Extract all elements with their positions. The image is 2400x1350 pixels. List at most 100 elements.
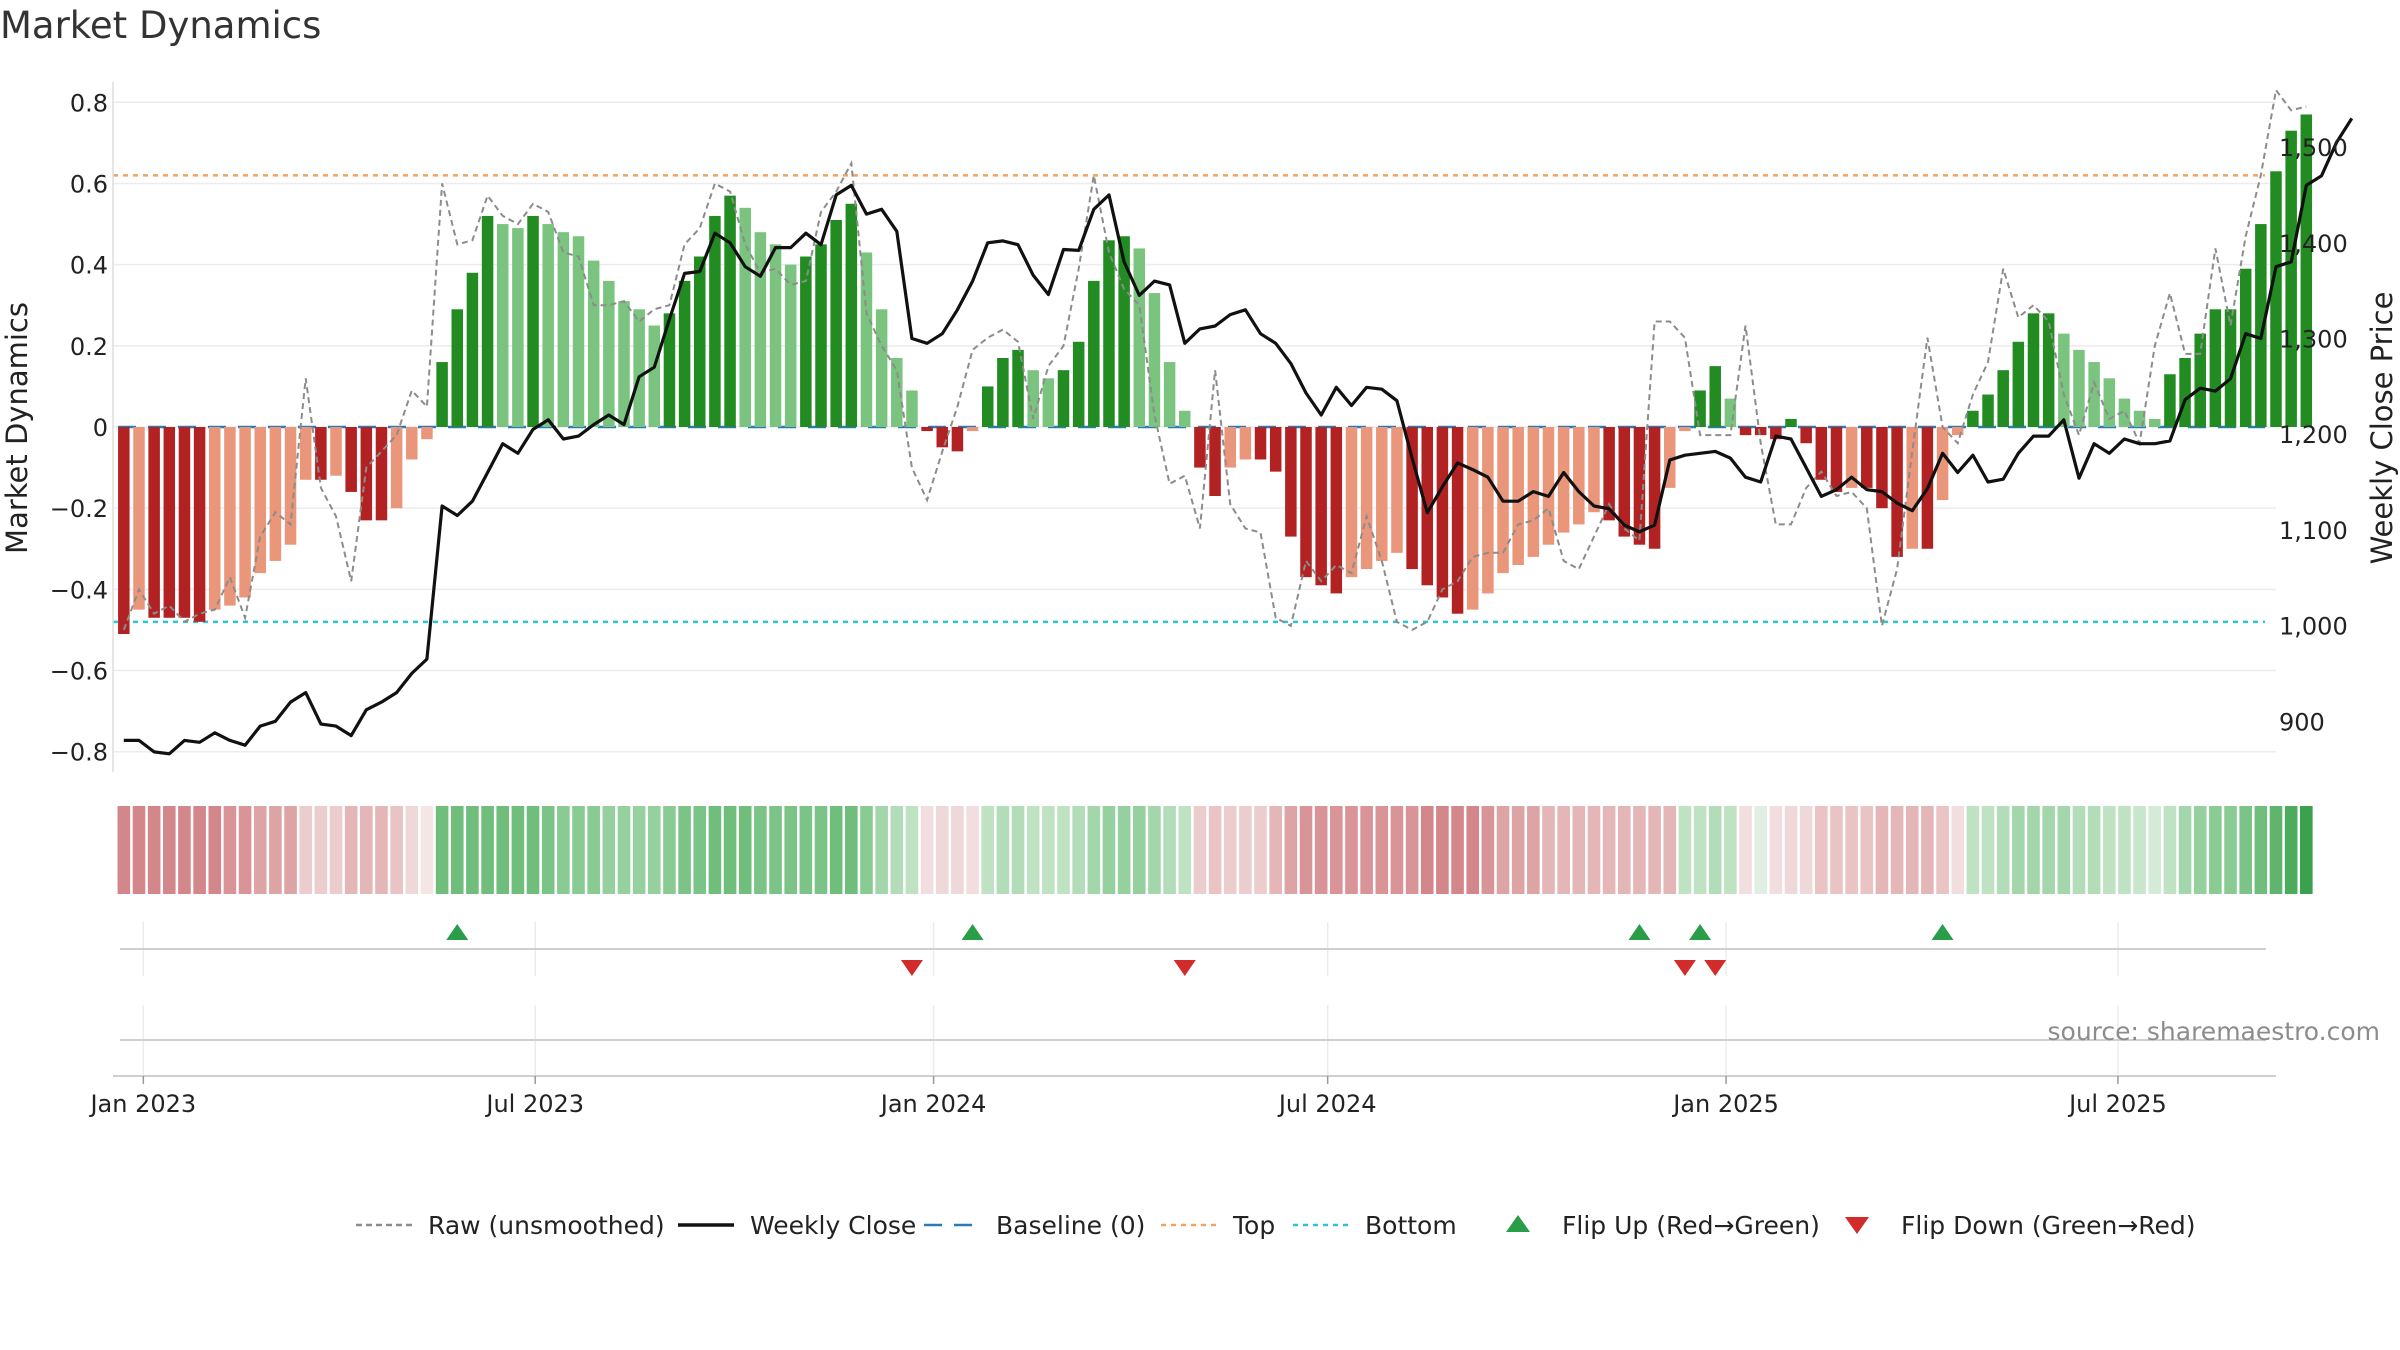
- regime-cell: [905, 806, 919, 894]
- regime-cell: [829, 806, 843, 894]
- left-tick-label: −0.4: [50, 576, 108, 604]
- market-dynamics-bar: [1785, 418, 1797, 427]
- market-dynamics-bar: [754, 232, 767, 427]
- right-tick-label: 900: [2279, 708, 2325, 736]
- regime-cell: [1587, 806, 1601, 894]
- market-dynamics-bar: [1315, 427, 1327, 586]
- legend-item: Weekly Close: [678, 1211, 916, 1240]
- regime-cell: [632, 806, 646, 894]
- market-dynamics-bar: [2088, 362, 2100, 427]
- regime-cell: [1042, 806, 1055, 894]
- regime-cell: [117, 806, 131, 894]
- regime-cell: [405, 806, 419, 894]
- legend-item: Bottom: [1293, 1211, 1457, 1240]
- market-dynamics-bar: [860, 252, 873, 427]
- regime-cell: [541, 806, 555, 894]
- x-tick-label: Jan 2024: [879, 1090, 987, 1118]
- market-dynamics-bar: [1376, 427, 1388, 561]
- market-dynamics-bar: [1573, 427, 1585, 525]
- market-dynamics-bar: [921, 427, 933, 432]
- market-dynamics-bar: [1239, 427, 1252, 460]
- regime-cell: [2163, 806, 2177, 894]
- regime-cell: [557, 806, 570, 894]
- market-dynamics-bar: [1451, 427, 1464, 614]
- regime-cell: [1815, 806, 1828, 894]
- flip-markers-panel: [120, 922, 2266, 976]
- regime-cell: [1496, 806, 1510, 894]
- regime-cell: [223, 806, 237, 894]
- market-dynamics-bar: [1012, 349, 1024, 427]
- regime-cell: [2087, 806, 2101, 894]
- regime-cell: [329, 806, 343, 894]
- market-dynamics-bar: [966, 427, 979, 432]
- market-dynamics-bar: [1618, 427, 1631, 537]
- regime-cell: [1557, 806, 1570, 894]
- regime-cell: [162, 806, 176, 894]
- regime-cell: [1845, 806, 1858, 894]
- legend-label: Raw (unsmoothed): [428, 1211, 665, 1240]
- regime-cell: [1299, 806, 1313, 894]
- regime-cell: [496, 806, 510, 894]
- left-tick-label: −0.6: [50, 658, 108, 686]
- market-dynamics-bar: [2179, 358, 2191, 427]
- regime-cell: [1087, 806, 1101, 894]
- regime-cell: [814, 806, 828, 894]
- legend-label: Bottom: [1365, 1211, 1457, 1240]
- market-dynamics-bar: [1891, 427, 1903, 557]
- market-dynamics-bar: [390, 427, 403, 509]
- regime-cell: [435, 806, 449, 894]
- weekly-close-line: [123, 117, 2354, 756]
- regime-cell: [269, 806, 282, 894]
- regime-cell: [602, 806, 616, 894]
- market-dynamics-bar: [133, 427, 145, 610]
- market-dynamics-bar: [1103, 240, 1115, 427]
- market-dynamics-bar: [360, 427, 373, 521]
- regime-cell: [587, 806, 600, 894]
- regime-cell: [1451, 806, 1464, 894]
- right-tick-label: 1,300: [2279, 325, 2348, 353]
- regime-cell: [1117, 806, 1131, 894]
- market-dynamics-bar: [254, 427, 266, 574]
- source-note: source: sharemaestro.com: [2048, 1017, 2381, 1046]
- regime-cell: [875, 806, 888, 894]
- regime-cell: [799, 806, 813, 894]
- market-dynamics-bar: [406, 427, 418, 460]
- regime-cell: [1284, 806, 1298, 894]
- market-dynamics-bar: [375, 427, 388, 521]
- market-dynamics-bar: [1148, 293, 1161, 427]
- market-dynamics-bar: [436, 362, 448, 427]
- left-axis-label: Market Dynamics: [0, 302, 34, 554]
- market-dynamics-bar: [1861, 427, 1873, 488]
- market-dynamics-bar: [2118, 398, 2131, 427]
- regime-cell: [1148, 806, 1161, 894]
- market-dynamics-bar: [1209, 427, 1221, 496]
- market-dynamics-bar: [906, 390, 918, 427]
- market-dynamics-bar: [1406, 427, 1418, 570]
- regime-cell: [2133, 806, 2146, 894]
- regime-cell: [314, 806, 328, 894]
- legend-item: Baseline (0): [924, 1211, 1145, 1240]
- market-dynamics-bar: [1269, 427, 1282, 472]
- regime-cell: [1057, 806, 1070, 894]
- legend-swatch-flip-up: [1506, 1215, 1530, 1232]
- regime-cell: [2012, 806, 2025, 894]
- regime-cell: [1527, 806, 1540, 894]
- market-dynamics-bar: [1967, 410, 1979, 427]
- legend: Raw (unsmoothed) Weekly Close Baseline (0)…: [356, 1211, 2196, 1240]
- right-tick-label: 1,400: [2279, 230, 2348, 258]
- market-dynamics-bar: [2194, 333, 2206, 427]
- regime-cell: [951, 806, 964, 894]
- left-tick-label: −0.2: [50, 495, 108, 523]
- market-dynamics-bar: [1906, 427, 1919, 549]
- regime-cell: [1132, 806, 1146, 894]
- market-dynamics-bar: [315, 427, 327, 480]
- market-dynamics-bar: [1057, 370, 1070, 427]
- regime-cell: [193, 806, 206, 894]
- market-dynamics-bar: [178, 427, 191, 618]
- market-dynamics-bar: [421, 427, 433, 440]
- regime-cell: [511, 806, 525, 894]
- regime-cell: [1375, 806, 1389, 894]
- regime-cell: [1693, 806, 1707, 894]
- flip-up-marker: [1931, 924, 1954, 940]
- regime-cell: [1633, 806, 1646, 894]
